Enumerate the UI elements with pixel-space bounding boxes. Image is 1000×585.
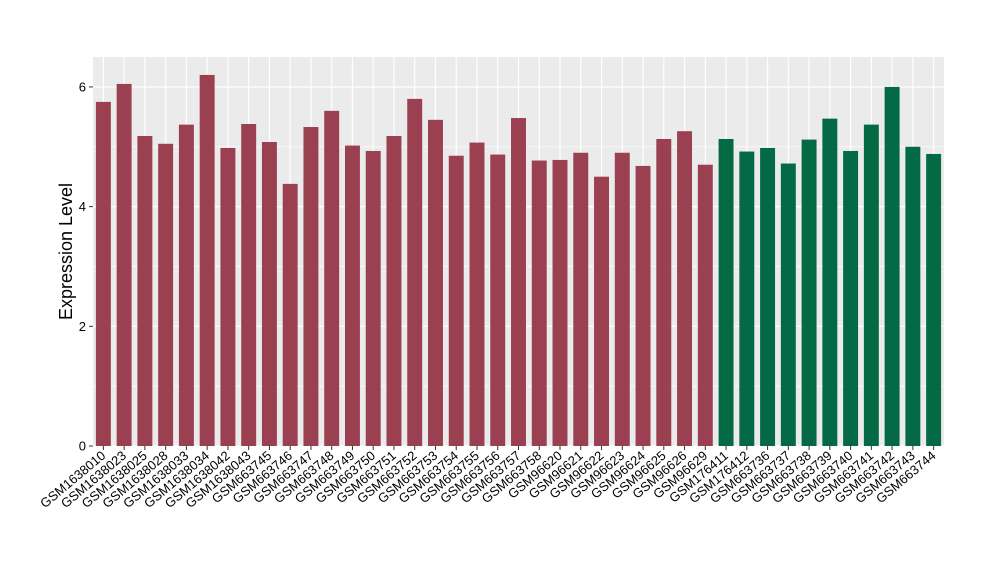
bar: [344, 145, 360, 446]
bar: [552, 159, 568, 447]
bar: [448, 155, 464, 446]
bar: [158, 143, 174, 446]
y-tick-label: 2: [79, 319, 86, 334]
bar: [780, 163, 796, 446]
bar: [261, 141, 277, 446]
y-axis-label: Expression Level: [56, 183, 76, 320]
bar: [303, 127, 319, 447]
bar: [137, 135, 153, 446]
bar: [739, 151, 755, 446]
bar: [656, 138, 672, 446]
bar: [863, 124, 879, 446]
bar: [282, 183, 298, 446]
bar: [178, 124, 194, 446]
bar: [822, 118, 838, 446]
bar: [573, 152, 589, 446]
bar: [697, 164, 713, 446]
axes: 0246GSM1638010GSM1638023GSM1638025GSM163…: [37, 79, 938, 510]
bar: [428, 119, 443, 446]
bar: [511, 118, 526, 446]
bar: [386, 135, 402, 446]
bar: [324, 110, 340, 446]
bar: [365, 150, 381, 446]
bar: [199, 74, 215, 446]
bar: [718, 138, 734, 446]
bar: [469, 142, 485, 446]
bar: [241, 124, 257, 446]
bar: [843, 150, 859, 446]
bars: [95, 74, 942, 447]
y-tick-label: 0: [79, 439, 86, 454]
bar: [905, 146, 921, 446]
bar: [801, 139, 817, 446]
y-tick-label: 4: [79, 199, 86, 214]
bar: [220, 147, 236, 446]
bar: [677, 131, 693, 446]
bar: [926, 153, 942, 446]
bar: [116, 83, 132, 446]
bar: [884, 86, 900, 446]
bar: [490, 154, 506, 446]
bar: [635, 165, 651, 447]
bar: [407, 98, 423, 447]
bar: [760, 147, 776, 446]
bar: [531, 160, 547, 446]
y-tick-label: 6: [79, 79, 86, 94]
bar: [614, 152, 630, 446]
bar: [594, 176, 609, 446]
bar: [95, 101, 111, 446]
